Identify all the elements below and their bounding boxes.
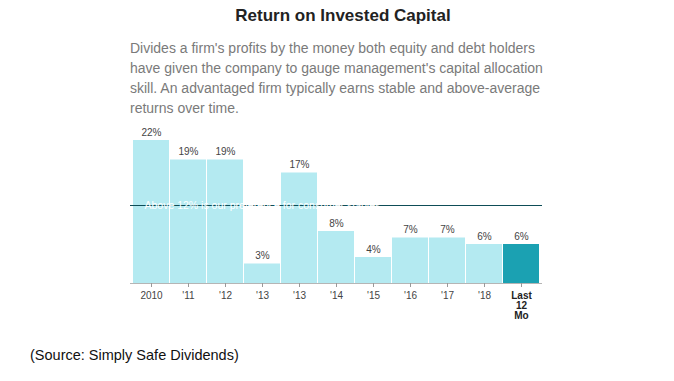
html-text:(Source: Simply Safe Dividends: (Source: Simply Safe Dividends) xyxy=(30,347,239,363)
svg-text:8%: 8% xyxy=(329,218,344,229)
svg-text:'13: '13 xyxy=(256,290,269,301)
html-text:Divides a firm's profits by th: Divides a firm's profits by the money bo… xyxy=(130,40,543,116)
svg-text:Last12Mo: Last12Mo xyxy=(511,290,532,321)
svg-text:7%: 7% xyxy=(440,224,455,235)
svg-text:'18: '18 xyxy=(478,290,491,301)
svg-text:'13: '13 xyxy=(293,290,306,301)
svg-text:6%: 6% xyxy=(514,231,529,242)
svg-text:'17: '17 xyxy=(441,290,454,301)
svg-text:19%: 19% xyxy=(215,146,235,157)
svg-text:Above 12% is our preference fo: Above 12% is our preference for consumer… xyxy=(145,199,381,211)
svg-text:4%: 4% xyxy=(366,244,381,255)
svg-text:6%: 6% xyxy=(477,231,492,242)
svg-text:'14: '14 xyxy=(330,290,343,301)
svg-text:2010: 2010 xyxy=(140,290,163,301)
svg-text:'16: '16 xyxy=(404,290,417,301)
html-text:Return on Invested Capital: Return on Invested Capital xyxy=(235,6,451,25)
svg-text:7%: 7% xyxy=(403,224,418,235)
svg-text:'15: '15 xyxy=(367,290,380,301)
svg-text:17%: 17% xyxy=(289,159,309,170)
svg-text:'12: '12 xyxy=(219,290,232,301)
svg-text:22%: 22% xyxy=(141,127,161,138)
svg-text:19%: 19% xyxy=(178,146,198,157)
svg-text:3%: 3% xyxy=(255,250,270,261)
svg-text:'11: '11 xyxy=(182,290,195,301)
